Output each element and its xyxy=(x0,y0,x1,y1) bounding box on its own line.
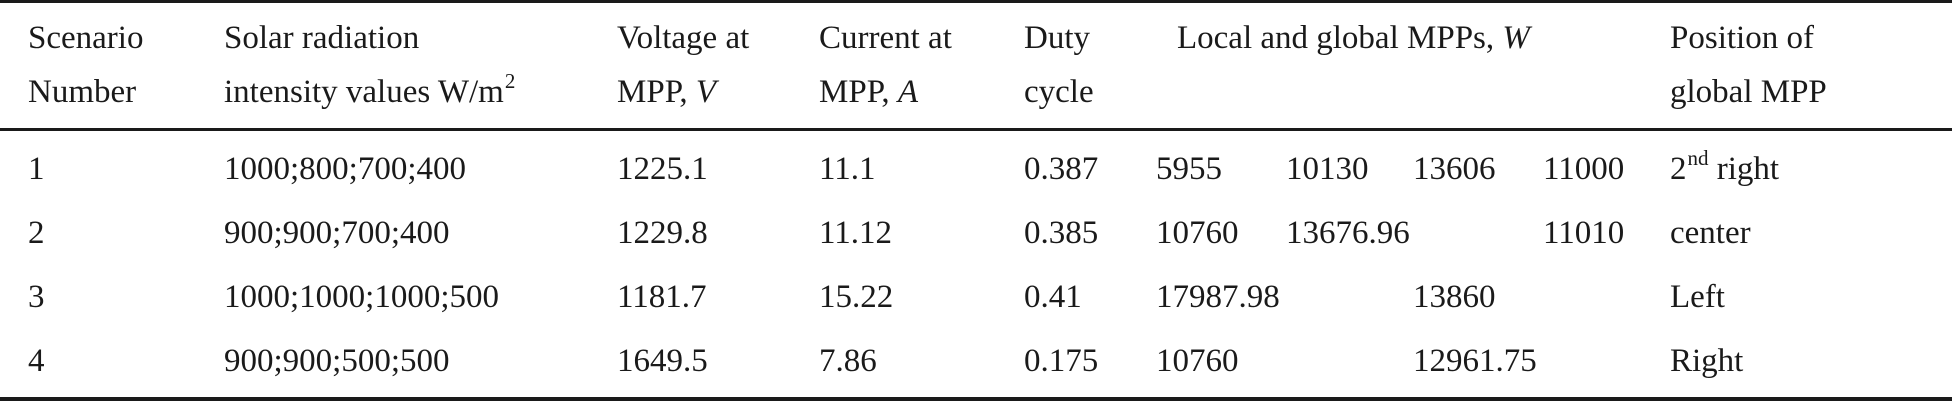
header-mpps-label: Local and global MPPs, xyxy=(1177,20,1503,56)
header-position: Position of global MPP xyxy=(1670,11,1827,119)
header-current-line-2: MPP, A xyxy=(819,65,952,119)
header-voltage-line-1: Voltage at xyxy=(617,20,750,56)
header-solar-line-2: intensity values W/m2 xyxy=(224,65,515,122)
header-mpps-line-1: Local and global MPPs, W xyxy=(1177,11,1530,65)
cell-mpp: 13606 xyxy=(1413,151,1496,187)
header-position-line-2: global MPP xyxy=(1670,74,1827,110)
header-duty: Duty cycle xyxy=(1024,11,1094,119)
cell-solar: 1000;1000;1000;500 xyxy=(224,279,500,315)
header-current-line-1: Current at xyxy=(819,20,952,56)
cell-current: 11.12 xyxy=(819,215,893,251)
cell-duty: 0.175 xyxy=(1024,343,1099,379)
cell-duty: 0.387 xyxy=(1024,151,1099,187)
header-scenario-line-1: Scenario xyxy=(28,20,144,56)
header-voltage-unit: V xyxy=(695,74,717,110)
header-scenario: Scenario Number xyxy=(28,11,143,119)
cell-position-superscript: nd xyxy=(1687,146,1709,170)
cell-mpp: 17987.98 xyxy=(1156,279,1280,315)
header-solar-superscript: 2 xyxy=(504,69,516,93)
cell-mpp: 5955 xyxy=(1156,151,1222,187)
cell-scenario: 3 xyxy=(28,279,45,315)
cell-mpp: 11010 xyxy=(1543,215,1625,251)
cell-current: 11.1 xyxy=(819,151,876,187)
header-rule xyxy=(0,128,1952,131)
header-current-unit: A xyxy=(897,74,919,110)
cell-current: 7.86 xyxy=(819,343,877,379)
cell-voltage: 1649.5 xyxy=(617,343,708,379)
header-current: Current at MPP, A xyxy=(819,11,952,119)
header-solar: Solar radiation intensity values W/m2 xyxy=(224,11,515,122)
header-duty-line-2: cycle xyxy=(1024,74,1094,110)
cell-voltage: 1181.7 xyxy=(617,279,707,315)
cell-mpp: 10760 xyxy=(1156,343,1239,379)
cell-mpp: 12961.75 xyxy=(1413,343,1537,379)
cell-solar: 1000;800;700;400 xyxy=(224,151,467,187)
cell-mpp: 10760 xyxy=(1156,215,1239,251)
cell-solar: 900;900;700;400 xyxy=(224,215,450,251)
cell-solar: 900;900;500;500 xyxy=(224,343,450,379)
header-position-line-1: Position of xyxy=(1670,20,1814,56)
header-solar-line-1: Solar radiation xyxy=(224,20,420,56)
cell-scenario: 2 xyxy=(28,215,45,251)
cell-mpp: 13860 xyxy=(1413,279,1496,315)
header-voltage-line-2: MPP, V xyxy=(617,65,749,119)
header-scenario-line-2: Number xyxy=(28,74,137,110)
cell-position-ordinal: 2 xyxy=(1670,151,1687,187)
header-current-label: MPP, xyxy=(819,74,898,110)
cell-scenario: 1 xyxy=(28,151,45,187)
cell-position: Left xyxy=(1670,279,1725,315)
header-duty-line-1: Duty xyxy=(1024,20,1090,56)
cell-current: 15.22 xyxy=(819,279,894,315)
cell-position: Right xyxy=(1670,343,1744,379)
top-rule xyxy=(0,0,1952,3)
header-mpps-unit: W xyxy=(1502,20,1530,56)
cell-mpp: 11000 xyxy=(1543,151,1625,187)
cell-position: center xyxy=(1670,215,1751,251)
cell-voltage: 1225.1 xyxy=(617,151,708,187)
header-solar-unit: intensity values W/m xyxy=(224,74,504,110)
cell-position-text: right xyxy=(1716,151,1780,187)
header-voltage-label: MPP, xyxy=(617,74,696,110)
cell-mpp: 10130 xyxy=(1286,151,1369,187)
header-mpps: Local and global MPPs, W xyxy=(1177,11,1530,65)
bottom-rule xyxy=(0,397,1952,401)
cell-scenario: 4 xyxy=(28,343,45,379)
header-voltage: Voltage at MPP, V xyxy=(617,11,749,119)
cell-voltage: 1229.8 xyxy=(617,215,708,251)
cell-duty: 0.41 xyxy=(1024,279,1082,315)
cell-mpp: 13676.96 xyxy=(1286,215,1410,251)
cell-position: 2nd right xyxy=(1670,148,1780,187)
cell-duty: 0.385 xyxy=(1024,215,1099,251)
